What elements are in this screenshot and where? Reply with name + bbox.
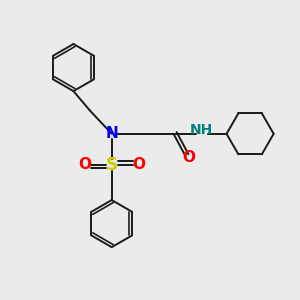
Text: S: S: [106, 156, 118, 174]
Text: N: N: [105, 126, 118, 141]
Text: O: O: [78, 157, 91, 172]
Text: O: O: [183, 150, 196, 165]
Text: NH: NH: [190, 123, 213, 137]
Text: O: O: [132, 157, 145, 172]
